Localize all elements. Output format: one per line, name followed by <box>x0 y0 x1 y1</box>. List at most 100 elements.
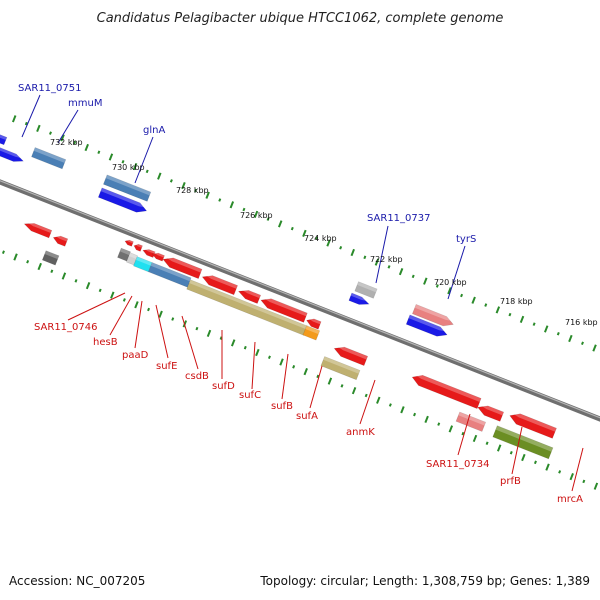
tick-mark <box>205 191 210 199</box>
tick-mark <box>206 329 212 337</box>
label-sufe: sufE <box>156 361 177 372</box>
tick-mark <box>229 201 235 209</box>
gene-paad <box>133 243 143 252</box>
callout-sufe <box>155 304 169 359</box>
gene-sar11_0751 <box>0 147 24 162</box>
gene-feature <box>52 235 69 247</box>
kbp-labels: 732 kbp 730 kbp 728 kbp 726 kbp 724 kbp 722 k… <box>50 138 598 327</box>
tick-mark <box>279 358 284 366</box>
gene-sufe-shine <box>135 256 153 266</box>
label-sufa: sufA <box>296 411 318 422</box>
gene-sufc-shine <box>203 273 238 289</box>
tick-mark <box>423 277 428 285</box>
gene-feature-shine <box>511 412 557 432</box>
label-paad: paaD <box>122 350 149 361</box>
gene-sufa-shine <box>305 325 320 335</box>
kbp-label: 720 kbp <box>434 278 467 287</box>
tick-mark <box>472 434 478 443</box>
tick-mark <box>388 403 392 407</box>
label-sufd: sufD <box>212 381 235 392</box>
gene-feature <box>405 314 448 337</box>
tick-mark <box>592 344 597 352</box>
tick-mark <box>521 453 526 462</box>
gene-feature <box>97 187 148 213</box>
genome-info-text: Topology: circular; Length: 1,308,759 bp… <box>260 574 590 588</box>
gene-labels: SAR11_0751 mmuM glnA SAR11_0737 tyrS SAR11_07… <box>18 83 583 505</box>
gene-sar11_0737-shine <box>357 281 378 293</box>
tick-mark <box>181 182 186 190</box>
genome-backbone <box>0 179 600 422</box>
tick-mark <box>49 131 52 135</box>
gene-feature-shine <box>0 134 7 140</box>
tick-mark <box>340 384 344 388</box>
tick-mark <box>61 272 67 280</box>
tick-mark <box>398 268 404 276</box>
label-mrca: mrcA <box>557 494 583 505</box>
gene-feature-shine <box>152 252 165 258</box>
gene-anmk-shine <box>323 356 360 374</box>
tick-mark <box>24 121 28 126</box>
tick-mark <box>448 425 454 433</box>
tick-mark <box>121 160 125 164</box>
tick-mark <box>327 377 333 385</box>
tick-mark <box>533 460 537 465</box>
tick-mark <box>157 172 162 180</box>
callout-tyrs <box>447 245 466 300</box>
tick-mark <box>326 239 331 247</box>
tick-mark <box>74 279 78 283</box>
callout-glna <box>134 136 154 184</box>
tick-mark <box>316 374 320 379</box>
tick-mark <box>413 412 417 417</box>
tick-mark <box>447 287 452 295</box>
callout-sufa <box>309 365 323 409</box>
gene-features <box>0 134 557 460</box>
tick-mark <box>169 179 173 183</box>
tick-mark <box>376 396 381 404</box>
tick-mark <box>424 415 429 423</box>
label-anmk: anmK <box>346 427 375 438</box>
tick-mark <box>387 265 391 269</box>
kbp-label: 716 kbp <box>565 318 598 327</box>
gene-feature <box>0 134 8 146</box>
tick-mark <box>363 255 367 260</box>
callout-sar11_0746 <box>67 292 126 321</box>
gene-feature-shine <box>350 293 370 302</box>
backbone-line <box>0 179 600 422</box>
gene-glna <box>103 174 152 202</box>
backbone-highlight <box>0 180 600 419</box>
gene-feature-shine <box>335 345 368 360</box>
gene-feature-shine <box>54 235 68 242</box>
gene-sufd <box>162 257 203 279</box>
gene-feature <box>306 318 322 330</box>
gene-feature <box>260 298 308 323</box>
gene-feature <box>151 252 165 262</box>
gene-sufb-shine <box>189 279 308 330</box>
kbp-label: 728 kbp <box>176 186 209 195</box>
gene-feature <box>23 223 53 239</box>
tick-mark <box>37 262 42 271</box>
label-sar11_0746: SAR11_0746 <box>34 322 98 333</box>
tick-mark <box>437 422 441 426</box>
tick-mark <box>471 296 476 304</box>
gene-feature-shine <box>143 248 156 254</box>
tick-mark <box>558 470 562 474</box>
gene-prfb <box>455 411 487 432</box>
gene-sar11_0734 <box>411 374 482 409</box>
gene-csdb-shine <box>150 262 192 282</box>
tick-mark <box>108 153 114 161</box>
gene-feature <box>477 405 505 422</box>
gene-feature-shine <box>125 239 134 244</box>
tick-mark <box>218 198 222 202</box>
label-hesb: hesB <box>93 337 118 348</box>
tick-mark <box>411 274 415 279</box>
tick-mark <box>147 307 151 312</box>
label-sar11_0751: SAR11_0751 <box>18 83 82 94</box>
tick-mark <box>36 124 41 132</box>
tick-mark <box>292 365 296 369</box>
tick-mark <box>145 169 149 174</box>
label-sar11_0734: SAR11_0734 <box>426 459 490 470</box>
label-tyrs: tyrS <box>456 234 476 245</box>
callout-mrca <box>571 447 584 492</box>
gene-sar11_0751-shine <box>0 147 25 159</box>
gene-sar11_0734-shine <box>413 373 482 402</box>
